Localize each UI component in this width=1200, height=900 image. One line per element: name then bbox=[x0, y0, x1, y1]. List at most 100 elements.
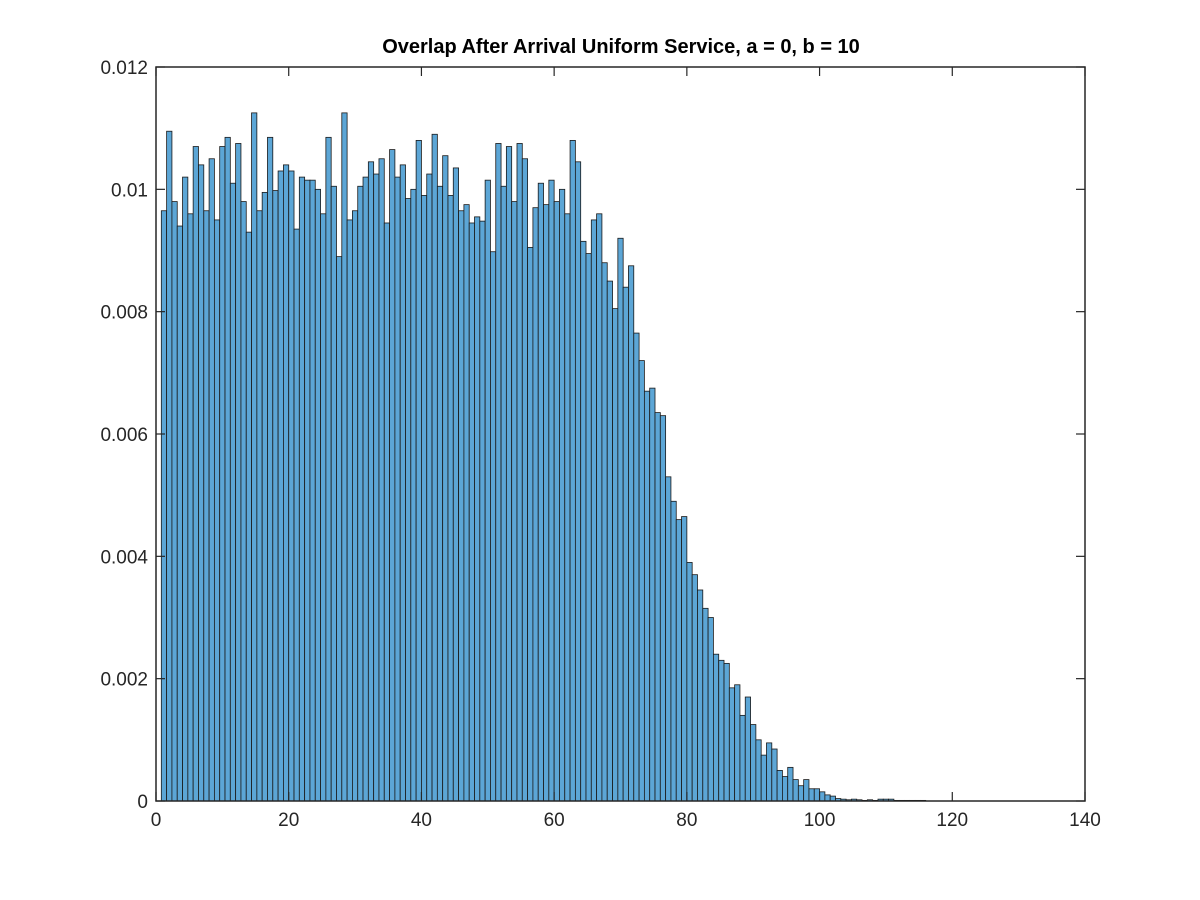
histogram-bar bbox=[580, 240, 587, 802]
histogram-bar bbox=[490, 251, 497, 802]
y-tick-label: 0.002 bbox=[100, 670, 148, 691]
histogram-bar bbox=[803, 779, 810, 802]
histogram-bar bbox=[527, 247, 534, 802]
histogram-bar bbox=[739, 714, 746, 802]
histogram-bar bbox=[654, 412, 661, 802]
histogram-bar bbox=[410, 188, 417, 802]
histogram-bar bbox=[638, 360, 645, 802]
histogram-bar bbox=[325, 136, 332, 802]
histogram-bar bbox=[505, 146, 513, 802]
histogram-bar bbox=[495, 143, 502, 802]
histogram-bar bbox=[723, 662, 730, 802]
histogram-bar bbox=[341, 112, 348, 802]
histogram-bar bbox=[447, 195, 454, 802]
histogram-bar bbox=[543, 204, 550, 802]
x-tick-label: 20 bbox=[278, 810, 299, 831]
histogram-bar bbox=[277, 170, 284, 802]
histogram-bar bbox=[792, 779, 799, 802]
x-tick-label: 140 bbox=[1069, 810, 1101, 831]
histogram-bar bbox=[675, 519, 682, 802]
histogram-bar bbox=[468, 222, 475, 802]
histogram-bar bbox=[548, 179, 555, 802]
chart-title: Overlap After Arrival Uniform Service, a… bbox=[382, 36, 860, 58]
y-tick-label: 0.012 bbox=[100, 58, 148, 79]
histogram-bar bbox=[686, 562, 693, 802]
histogram-bar bbox=[766, 742, 773, 802]
histogram-bar bbox=[283, 164, 290, 802]
histogram-bar bbox=[734, 684, 741, 802]
histogram-bar bbox=[553, 201, 560, 802]
histogram-bar bbox=[707, 617, 714, 802]
histogram-bar bbox=[643, 390, 651, 802]
histogram-bar bbox=[261, 191, 268, 802]
histogram-bar bbox=[208, 158, 215, 802]
histogram-bar bbox=[628, 265, 635, 802]
histogram-bar bbox=[362, 176, 369, 802]
histogram-bar bbox=[750, 724, 757, 802]
histogram-bar bbox=[224, 136, 231, 802]
x-tick-label: 40 bbox=[411, 810, 432, 831]
histogram-bar bbox=[776, 770, 783, 802]
histogram-bar bbox=[697, 589, 704, 802]
histogram-bar bbox=[728, 687, 736, 802]
histogram-bar bbox=[633, 332, 640, 802]
histogram-bar bbox=[426, 173, 433, 802]
y-tick-label: 0.01 bbox=[111, 180, 148, 201]
histogram-bar bbox=[357, 185, 364, 802]
histogram-bar bbox=[298, 176, 306, 802]
histogram-bar bbox=[484, 179, 491, 802]
histogram-bar bbox=[782, 776, 789, 802]
histogram-bar bbox=[819, 791, 826, 802]
y-tick-label: 0.008 bbox=[100, 303, 148, 324]
histogram-bar bbox=[320, 213, 327, 802]
y-tick-label: 0.006 bbox=[100, 425, 148, 446]
histogram-bar bbox=[304, 179, 311, 802]
histogram-bar bbox=[521, 158, 528, 802]
histogram-bar bbox=[569, 139, 576, 802]
histogram-bar bbox=[452, 167, 459, 802]
histogram-bar bbox=[516, 143, 523, 802]
x-tick-label: 100 bbox=[804, 810, 836, 831]
histogram-bar bbox=[383, 222, 390, 802]
histogram-bar bbox=[559, 188, 566, 802]
histogram-bar bbox=[336, 256, 343, 802]
bars-group bbox=[160, 112, 927, 802]
x-tick-label: 0 bbox=[151, 810, 162, 831]
histogram-bar bbox=[288, 170, 295, 802]
y-tick-label: 0 bbox=[137, 792, 148, 813]
histogram-bar bbox=[192, 146, 199, 802]
histogram-bar bbox=[436, 185, 444, 802]
histogram-bar bbox=[219, 146, 226, 802]
histogram-bar bbox=[182, 176, 189, 802]
histogram-bar bbox=[458, 210, 465, 802]
histogram-bar bbox=[612, 308, 619, 802]
histogram-bar bbox=[367, 161, 375, 802]
histogram-bar bbox=[649, 387, 656, 802]
histogram-bar bbox=[479, 220, 486, 802]
histogram-bar bbox=[415, 139, 422, 802]
histogram-bar bbox=[378, 158, 385, 802]
histogram-bar bbox=[824, 794, 831, 802]
histogram-bar bbox=[813, 788, 820, 802]
histogram-bar bbox=[309, 179, 316, 802]
histogram-bar bbox=[256, 210, 263, 802]
histogram-bar bbox=[405, 198, 412, 802]
histogram-bar bbox=[702, 607, 709, 802]
histogram-bar bbox=[691, 574, 698, 802]
histogram-bar bbox=[681, 516, 688, 802]
histogram-bar bbox=[574, 161, 582, 802]
histogram-bar bbox=[537, 182, 544, 802]
histogram-bar bbox=[330, 185, 337, 802]
histogram-bar bbox=[267, 136, 274, 802]
histogram-bar bbox=[198, 164, 205, 802]
histogram-bar bbox=[760, 754, 767, 802]
histogram-bar bbox=[314, 188, 321, 802]
histogram-bar bbox=[352, 210, 359, 802]
histogram-bar bbox=[346, 219, 353, 802]
histogram-bar bbox=[797, 785, 805, 802]
histogram-bar bbox=[272, 190, 279, 802]
histogram-bar bbox=[421, 195, 428, 802]
histogram-bar bbox=[585, 253, 592, 802]
x-axis: 0 20 40 60 80 100 120 140 bbox=[151, 67, 1101, 831]
histogram-bar bbox=[606, 280, 613, 802]
